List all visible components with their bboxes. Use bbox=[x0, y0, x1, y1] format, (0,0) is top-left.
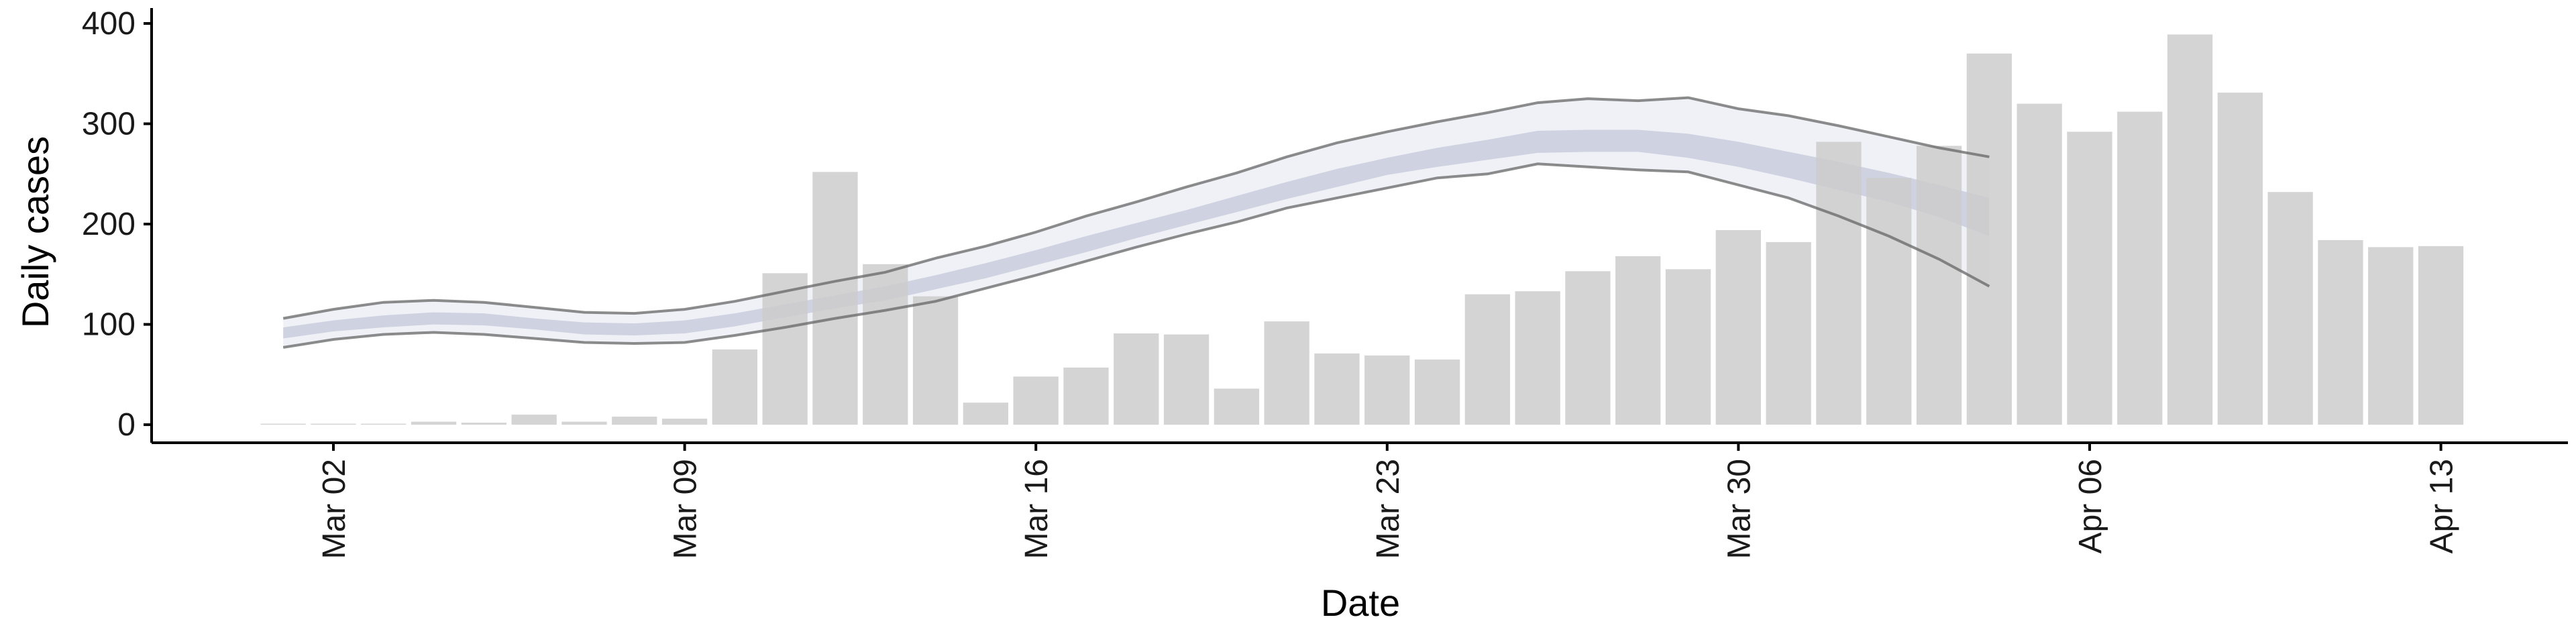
bar-2020-03-30 bbox=[1715, 230, 1761, 425]
inner-uncertainty-band bbox=[283, 129, 1990, 339]
bar-2020-04-04 bbox=[1966, 53, 2012, 425]
y-tick-label-100: 100 bbox=[82, 307, 136, 343]
band-outlines bbox=[282, 96, 1990, 349]
bar-2020-03-21 bbox=[1264, 321, 1309, 425]
axes: 0 100 200 300 400 Mar 02 Mar 09 Mar 16 Mar 23 Mar… bbox=[82, 6, 2568, 559]
x-tick-label-2020-04-06: Apr 06 bbox=[2073, 459, 2108, 553]
bar-2020-03-06 bbox=[511, 415, 557, 425]
bar-2020-03-24 bbox=[1414, 359, 1460, 425]
bar-2020-03-23 bbox=[1364, 355, 1410, 425]
bar-2020-04-08 bbox=[2167, 34, 2213, 425]
bar-2020-04-03 bbox=[1916, 146, 1962, 425]
outer-band-area bbox=[283, 97, 1990, 347]
bar-2020-04-10 bbox=[2267, 192, 2313, 425]
bar-2020-03-07 bbox=[561, 421, 607, 425]
bar-2020-03-18 bbox=[1114, 333, 1159, 425]
bar-2020-03-08 bbox=[612, 417, 657, 425]
inner-band-area bbox=[283, 129, 1990, 339]
y-tick-label-200: 200 bbox=[82, 207, 136, 242]
bar-2020-03-11 bbox=[762, 273, 808, 425]
x-tick-label-2020-03-09: Mar 09 bbox=[668, 459, 704, 559]
bar-2020-03-02 bbox=[311, 423, 356, 425]
bar-2020-04-12 bbox=[2368, 247, 2414, 425]
bar-2020-03-29 bbox=[1665, 269, 1711, 425]
bar-2020-04-07 bbox=[2117, 111, 2163, 425]
band-upper-line bbox=[282, 96, 1990, 320]
outer-uncertainty-band bbox=[283, 97, 1990, 347]
bar-2020-04-05 bbox=[2017, 103, 2062, 425]
bars-group bbox=[260, 34, 2464, 425]
x-tick-label-2020-03-30: Mar 30 bbox=[1721, 459, 1757, 559]
x-tick-label-2020-03-16: Mar 16 bbox=[1019, 459, 1055, 559]
bar-2020-03-09 bbox=[661, 419, 708, 425]
bar-2020-03-10 bbox=[712, 349, 757, 425]
bar-2020-03-28 bbox=[1615, 256, 1661, 425]
bar-2020-03-19 bbox=[1163, 334, 1210, 425]
bar-2020-04-06 bbox=[2067, 131, 2112, 425]
bar-2020-03-16 bbox=[1013, 376, 1059, 425]
bar-2020-03-31 bbox=[1766, 241, 1811, 425]
bar-2020-03-17 bbox=[1063, 367, 1109, 425]
bar-2020-03-15 bbox=[963, 402, 1008, 425]
bar-2020-03-13 bbox=[863, 264, 908, 425]
x-axis-title: Date bbox=[1321, 582, 1400, 624]
bar-2020-03-05 bbox=[461, 423, 506, 425]
bar-2020-03-22 bbox=[1314, 353, 1360, 425]
bar-2020-04-02 bbox=[1866, 178, 1912, 425]
bar-2020-03-26 bbox=[1515, 291, 1560, 425]
bar-2020-03-27 bbox=[1565, 271, 1611, 425]
bar-2020-04-09 bbox=[2217, 93, 2263, 425]
band-lower-line bbox=[282, 162, 1990, 349]
y-axis-title: Daily cases bbox=[14, 136, 56, 328]
y-tick-label-300: 300 bbox=[82, 106, 136, 142]
bar-2020-04-13 bbox=[2418, 246, 2464, 425]
bar-2020-03-12 bbox=[812, 172, 858, 425]
bar-2020-03-03 bbox=[361, 423, 407, 425]
y-tick-label-400: 400 bbox=[82, 6, 136, 42]
bar-2020-03-01 bbox=[260, 423, 306, 425]
bar-2020-03-20 bbox=[1214, 388, 1259, 425]
x-tick-label-2020-03-23: Mar 23 bbox=[1371, 459, 1406, 559]
bar-2020-03-14 bbox=[912, 296, 959, 425]
bar-2020-04-01 bbox=[1816, 142, 1862, 425]
x-tick-label-2020-03-02: Mar 02 bbox=[317, 459, 352, 559]
y-tick-label-0: 0 bbox=[117, 407, 136, 443]
bar-2020-03-25 bbox=[1464, 294, 1510, 425]
bar-2020-04-11 bbox=[2318, 239, 2363, 425]
x-tick-label-2020-04-13: Apr 13 bbox=[2424, 459, 2460, 553]
bar-2020-03-04 bbox=[411, 421, 457, 425]
